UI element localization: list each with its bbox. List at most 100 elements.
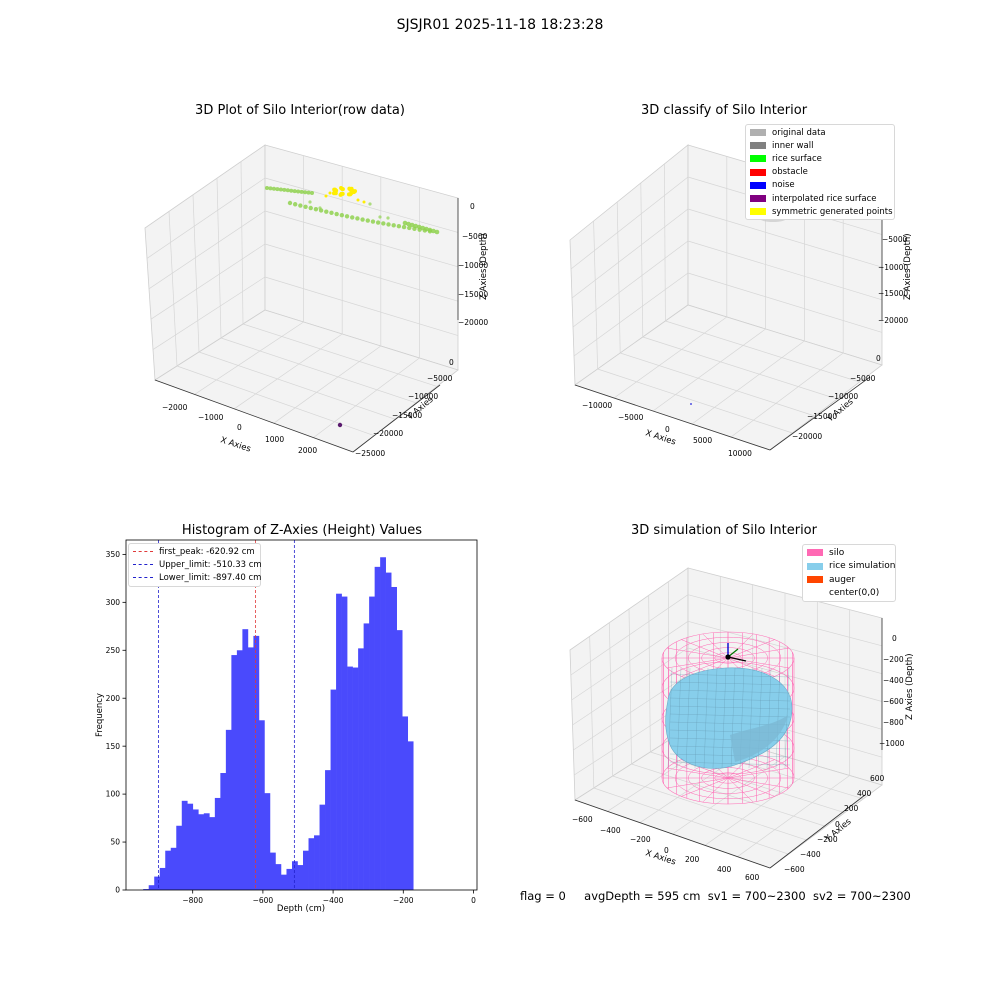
tick: −5000 bbox=[882, 235, 908, 244]
legend-label: first_peak: -620.92 cm bbox=[159, 546, 255, 557]
symmetric-point bbox=[346, 192, 351, 197]
symmetric-point bbox=[340, 187, 345, 192]
silo-cap-spoke bbox=[727, 777, 775, 797]
rice-surface-point bbox=[292, 189, 297, 194]
y-tick-label: 0 bbox=[115, 886, 120, 895]
grid-line bbox=[664, 163, 666, 322]
legend-swatch bbox=[807, 590, 823, 597]
tick: 0 bbox=[470, 202, 475, 211]
legend-label: silo bbox=[829, 547, 845, 558]
center-point bbox=[725, 654, 731, 660]
tick: 400 bbox=[717, 865, 732, 874]
grid-line bbox=[691, 340, 805, 425]
grid-line bbox=[146, 177, 266, 259]
histogram-bar bbox=[303, 850, 309, 890]
legend-swatch bbox=[750, 208, 766, 216]
rice-surface-point bbox=[355, 216, 360, 221]
tick: −15000 bbox=[458, 290, 488, 299]
legend-line bbox=[133, 564, 153, 566]
grid-line bbox=[150, 243, 266, 320]
tick: −15000 bbox=[807, 412, 837, 421]
rice-surface-point bbox=[420, 225, 426, 231]
tick: 600 bbox=[745, 873, 760, 880]
tick: 2000 bbox=[298, 446, 317, 455]
raw-3d-plot: −2000 −1000 0 1000 2000 −25000 −20000 −1… bbox=[144, 144, 489, 458]
rice-surface-point bbox=[268, 186, 273, 191]
rice-surface-point bbox=[378, 215, 382, 219]
y-tick-label: 300 bbox=[106, 598, 121, 607]
panel-title-simulation: 3D simulation of Silo Interior bbox=[631, 523, 817, 538]
rice-surface-point bbox=[275, 187, 280, 192]
tick: 5000 bbox=[693, 436, 712, 445]
rice-surface-point bbox=[285, 188, 290, 193]
tick: −5000 bbox=[462, 232, 488, 241]
silo-cap-spoke bbox=[681, 777, 729, 797]
panel-title-raw: 3D Plot of Silo Interior(row data) bbox=[195, 103, 405, 118]
histogram-bar bbox=[247, 647, 254, 890]
rice-surface-point bbox=[299, 189, 304, 194]
rice-mesh-line bbox=[669, 745, 791, 750]
symmetric-point bbox=[362, 200, 366, 204]
histogram-bar bbox=[258, 720, 265, 890]
plot-frame bbox=[125, 539, 478, 891]
silo-cap-spoke bbox=[666, 777, 729, 789]
rice-mesh-line bbox=[730, 667, 736, 769]
rice-surface-point bbox=[402, 220, 408, 226]
histogram-bar bbox=[336, 593, 342, 890]
tick: 0 bbox=[449, 358, 454, 367]
x-axis-label: X Axies bbox=[219, 435, 252, 454]
rice-surface-point bbox=[434, 229, 440, 235]
histogram-bar bbox=[363, 623, 370, 890]
histogram-bar bbox=[225, 729, 232, 890]
rice-mesh-line bbox=[676, 667, 682, 769]
tick: −5000 bbox=[618, 413, 644, 422]
rice-mesh-line bbox=[669, 697, 791, 702]
silo-cap-spoke bbox=[681, 639, 729, 659]
legend-label: auger bbox=[829, 574, 856, 585]
histogram-bar bbox=[308, 838, 315, 890]
y-axis-label: Frequency bbox=[95, 693, 105, 737]
legend-label: original data bbox=[772, 127, 826, 138]
grid-line bbox=[264, 210, 459, 268]
legend-item: symmetric generated points bbox=[746, 205, 894, 218]
tick: −15000 bbox=[878, 289, 908, 298]
rice-surface-point bbox=[350, 215, 355, 220]
silo-cap-spoke bbox=[727, 777, 790, 789]
rice-surface-point bbox=[334, 211, 339, 217]
tick: 0 bbox=[835, 820, 840, 829]
grid-line bbox=[220, 337, 417, 404]
legend-label: Upper_limit: -510.33 cm bbox=[159, 559, 262, 570]
rice-surface-point bbox=[344, 214, 350, 219]
histogram-bar bbox=[264, 793, 271, 890]
grid-line bbox=[198, 351, 396, 420]
rice-surface-point bbox=[406, 221, 411, 227]
grid-line bbox=[148, 210, 266, 290]
grid-line bbox=[264, 177, 459, 233]
z-axis-label: Z Axies (Depth) bbox=[903, 233, 913, 300]
x-axis-label: Depth (cm) bbox=[277, 904, 325, 914]
legend-item: obstacle bbox=[746, 166, 894, 179]
grid-line bbox=[570, 176, 689, 270]
histogram-bar bbox=[187, 803, 194, 890]
legend-histogram: first_peak: -620.92 cm Upper_limit: -510… bbox=[128, 543, 262, 587]
rice-surface-point bbox=[427, 227, 433, 233]
rice-surface-point bbox=[424, 226, 429, 232]
histogram-bar bbox=[341, 596, 348, 890]
legend-classify: original data inner wall rice surface ob… bbox=[745, 124, 895, 221]
grid-line bbox=[264, 243, 459, 302]
rice-surface-point bbox=[265, 186, 269, 190]
tick: 0 bbox=[892, 634, 897, 643]
tick: −200 bbox=[630, 835, 651, 844]
grid-line bbox=[593, 220, 598, 370]
tick: −1000 bbox=[879, 739, 905, 748]
grid-line bbox=[640, 182, 644, 338]
histogram-bar bbox=[325, 770, 331, 890]
histogram-bar bbox=[369, 596, 375, 890]
tick: −20000 bbox=[373, 429, 403, 438]
rice-mesh-line bbox=[712, 667, 718, 769]
rice-surface-point bbox=[289, 188, 294, 193]
tick: 1000 bbox=[265, 435, 284, 444]
grid-line bbox=[242, 323, 438, 387]
histogram-bar bbox=[165, 850, 172, 890]
tick: 10000 bbox=[728, 449, 752, 458]
